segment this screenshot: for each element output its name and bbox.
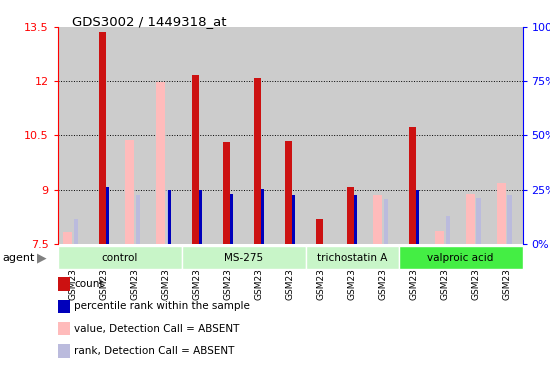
Bar: [497, 183, 506, 244]
Bar: [285, 141, 292, 244]
Bar: [508, 195, 512, 244]
Bar: [354, 195, 357, 244]
Text: percentile rank within the sample: percentile rank within the sample: [74, 301, 250, 311]
Bar: [192, 74, 199, 244]
FancyBboxPatch shape: [306, 246, 399, 270]
Bar: [476, 198, 481, 244]
Bar: [125, 140, 134, 244]
FancyBboxPatch shape: [182, 246, 306, 270]
Bar: [167, 190, 170, 244]
Bar: [168, 190, 171, 244]
Text: control: control: [102, 253, 138, 263]
Bar: [136, 195, 140, 244]
Text: value, Detection Call = ABSENT: value, Detection Call = ABSENT: [74, 324, 240, 334]
Bar: [409, 127, 416, 244]
Bar: [230, 194, 233, 244]
Bar: [373, 195, 382, 244]
Bar: [63, 232, 72, 244]
Text: count: count: [74, 279, 104, 289]
Text: trichostatin A: trichostatin A: [317, 253, 387, 263]
FancyBboxPatch shape: [58, 246, 182, 270]
Text: MS-275: MS-275: [224, 253, 263, 263]
Bar: [199, 190, 202, 244]
Text: agent: agent: [3, 253, 35, 263]
Bar: [347, 187, 354, 244]
Bar: [416, 190, 419, 244]
Text: ▶: ▶: [37, 251, 47, 264]
Bar: [223, 142, 230, 244]
Bar: [106, 187, 109, 244]
Bar: [74, 218, 78, 244]
Bar: [156, 82, 165, 244]
FancyBboxPatch shape: [399, 246, 522, 270]
Text: valproic acid: valproic acid: [427, 253, 494, 263]
Bar: [261, 189, 264, 244]
Bar: [99, 32, 106, 244]
Bar: [435, 231, 444, 244]
Bar: [254, 78, 261, 244]
Text: GDS3002 / 1449318_at: GDS3002 / 1449318_at: [72, 15, 226, 28]
Bar: [383, 199, 388, 244]
Bar: [316, 218, 323, 244]
Bar: [446, 216, 449, 244]
Bar: [292, 195, 295, 244]
Bar: [466, 194, 475, 244]
Text: rank, Detection Call = ABSENT: rank, Detection Call = ABSENT: [74, 346, 235, 356]
